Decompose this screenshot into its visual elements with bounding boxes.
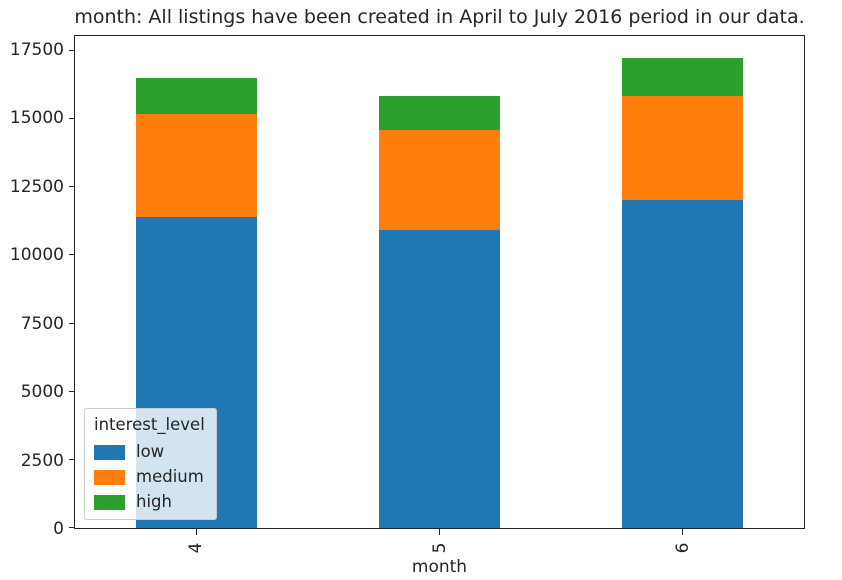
y-tick-label: 2500 [20,450,64,471]
x-tick-mark [682,529,683,535]
y-tick-label: 17500 [9,40,64,61]
y-tick-label: 0 [53,519,64,539]
y-axis-tick-labels: 0 2500 5000 7500 10000 12500 15000 17500 [0,35,64,539]
y-tick-mark [69,118,74,120]
y-tick-label: 10000 [9,245,64,266]
legend-entry-high: high [94,493,206,511]
bar-segment-medium-month-4 [135,113,258,218]
legend-label: high [136,492,172,511]
y-tick-mark [69,322,74,324]
legend: interest_level low medium high [84,408,217,520]
y-tick-mark [69,254,74,256]
plot-area: interest_level low medium high [69,35,805,535]
y-tick-mark [69,186,74,188]
bar-segment-high-month-5 [378,95,501,131]
legend-label: low [136,442,165,461]
legend-swatch-low-icon [94,444,125,460]
legend-entry-medium: medium [94,468,206,486]
bar-segment-high-month-6 [621,57,744,96]
legend-swatch-high-icon [94,494,125,510]
bar-segment-medium-month-5 [378,130,501,230]
y-tick-label: 7500 [20,313,64,334]
x-axis-label: month [411,557,468,577]
y-tick-label: 15000 [9,108,64,129]
bar-segment-low-month-5 [378,229,501,528]
legend-title: interest_level [94,415,205,434]
bar-segment-medium-month-6 [621,95,744,200]
legend-label: medium [136,467,204,486]
y-tick-mark [69,527,74,528]
legend-entries: low medium high [94,443,206,511]
chart-title: month: All listings have been created in… [74,6,805,28]
bar-segment-low-month-6 [621,199,744,528]
legend-swatch-medium-icon [94,469,125,485]
legend-entry-low: low [94,443,206,461]
bar-segment-high-month-4 [135,78,258,114]
y-tick-label: 12500 [9,176,64,197]
x-tick-mark [195,529,197,535]
x-tick-mark [439,529,440,535]
y-tick-mark [69,49,74,51]
y-tick-label: 5000 [20,382,64,403]
y-tick-mark [69,390,74,392]
y-tick-mark [69,458,74,460]
